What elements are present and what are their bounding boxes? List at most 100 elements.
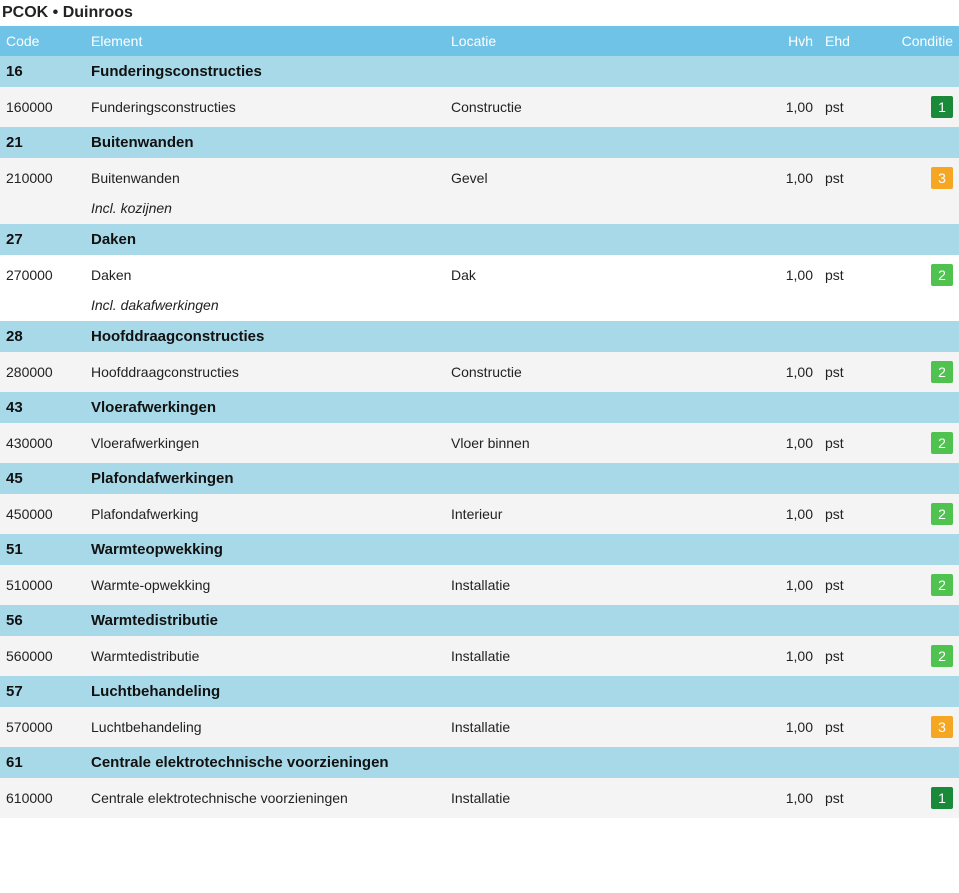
row-hvh: 1,00 (769, 707, 819, 747)
row-ehd: pst (819, 565, 869, 605)
row-conditie: 2 (869, 494, 959, 534)
row-ehd: pst (819, 87, 869, 127)
condition-badge: 2 (931, 361, 953, 383)
section-code: 45 (0, 463, 85, 494)
section-title: Plafondafwerkingen (85, 463, 959, 494)
table-row: 160000FunderingsconstructiesConstructie1… (0, 87, 959, 127)
col-header-hvh: Hvh (769, 26, 819, 56)
table-row: 270000DakenDak1,00pst2 (0, 255, 959, 295)
row-hvh: 1,00 (769, 565, 819, 605)
row-code: 450000 (0, 494, 85, 534)
row-locatie: Installatie (445, 636, 769, 676)
section-title: Vloerafwerkingen (85, 392, 959, 423)
row-code: 210000 (0, 158, 85, 198)
row-ehd: pst (819, 352, 869, 392)
col-header-ehd: Ehd (819, 26, 869, 56)
section-title: Daken (85, 224, 959, 255)
table-row: 210000BuitenwandenGevel1,00pst3 (0, 158, 959, 198)
note-spacer (0, 295, 85, 321)
row-code: 280000 (0, 352, 85, 392)
section-code: 51 (0, 534, 85, 565)
section-title: Funderingsconstructies (85, 56, 959, 87)
section-code: 16 (0, 56, 85, 87)
row-conditie: 1 (869, 778, 959, 818)
section-code: 27 (0, 224, 85, 255)
condition-badge: 2 (931, 645, 953, 667)
section-row: 61Centrale elektrotechnische voorziening… (0, 747, 959, 778)
row-code: 430000 (0, 423, 85, 463)
row-ehd: pst (819, 423, 869, 463)
row-hvh: 1,00 (769, 423, 819, 463)
condition-badge: 1 (931, 787, 953, 809)
row-locatie: Gevel (445, 158, 769, 198)
section-code: 28 (0, 321, 85, 352)
condition-badge: 3 (931, 167, 953, 189)
table-header-row: CodeElementLocatieHvhEhdConditie (0, 26, 959, 56)
col-header-locatie: Locatie (445, 26, 769, 56)
row-element: Warmte-opwekking (85, 565, 445, 605)
row-conditie: 3 (869, 158, 959, 198)
section-title: Warmtedistributie (85, 605, 959, 636)
section-row: 57Luchtbehandeling (0, 676, 959, 707)
row-element: Warmtedistributie (85, 636, 445, 676)
row-hvh: 1,00 (769, 636, 819, 676)
row-code: 270000 (0, 255, 85, 295)
condition-badge: 1 (931, 96, 953, 118)
row-note: Incl. dakafwerkingen (85, 295, 959, 321)
row-element: Centrale elektrotechnische voorzieningen (85, 778, 445, 818)
elements-table: CodeElementLocatieHvhEhdConditie16Funder… (0, 26, 959, 818)
condition-badge: 3 (931, 716, 953, 738)
section-title: Luchtbehandeling (85, 676, 959, 707)
condition-badge: 2 (931, 503, 953, 525)
section-row: 28Hoofddraagconstructies (0, 321, 959, 352)
row-hvh: 1,00 (769, 158, 819, 198)
row-element: Daken (85, 255, 445, 295)
table-row: 450000PlafondafwerkingInterieur1,00pst2 (0, 494, 959, 534)
section-title: Centrale elektrotechnische voorzieningen (85, 747, 959, 778)
table-row: 610000Centrale elektrotechnische voorzie… (0, 778, 959, 818)
row-element: Hoofddraagconstructies (85, 352, 445, 392)
row-ehd: pst (819, 494, 869, 534)
col-header-code: Code (0, 26, 85, 56)
row-ehd: pst (819, 636, 869, 676)
section-row: 45Plafondafwerkingen (0, 463, 959, 494)
table-row: 560000WarmtedistributieInstallatie1,00ps… (0, 636, 959, 676)
row-code: 160000 (0, 87, 85, 127)
row-conditie: 2 (869, 565, 959, 605)
section-row: 27Daken (0, 224, 959, 255)
section-row: 51Warmteopwekking (0, 534, 959, 565)
section-title: Buitenwanden (85, 127, 959, 158)
condition-badge: 2 (931, 574, 953, 596)
section-title: Hoofddraagconstructies (85, 321, 959, 352)
section-code: 56 (0, 605, 85, 636)
section-code: 21 (0, 127, 85, 158)
row-element: Plafondafwerking (85, 494, 445, 534)
row-conditie: 2 (869, 636, 959, 676)
row-conditie: 1 (869, 87, 959, 127)
section-row: 43Vloerafwerkingen (0, 392, 959, 423)
row-ehd: pst (819, 255, 869, 295)
row-code: 610000 (0, 778, 85, 818)
row-code: 560000 (0, 636, 85, 676)
row-hvh: 1,00 (769, 352, 819, 392)
row-conditie: 2 (869, 423, 959, 463)
note-spacer (0, 198, 85, 224)
section-title: Warmteopwekking (85, 534, 959, 565)
row-hvh: 1,00 (769, 778, 819, 818)
section-row: 16Funderingsconstructies (0, 56, 959, 87)
condition-badge: 2 (931, 432, 953, 454)
row-conditie: 3 (869, 707, 959, 747)
table-row: 430000VloerafwerkingenVloer binnen1,00ps… (0, 423, 959, 463)
row-ehd: pst (819, 707, 869, 747)
row-hvh: 1,00 (769, 87, 819, 127)
col-header-element: Element (85, 26, 445, 56)
table-row: 510000Warmte-opwekkingInstallatie1,00pst… (0, 565, 959, 605)
row-code: 510000 (0, 565, 85, 605)
row-locatie: Dak (445, 255, 769, 295)
note-row: Incl. kozijnen (0, 198, 959, 224)
section-code: 57 (0, 676, 85, 707)
row-locatie: Vloer binnen (445, 423, 769, 463)
row-locatie: Installatie (445, 778, 769, 818)
row-element: Luchtbehandeling (85, 707, 445, 747)
row-locatie: Constructie (445, 87, 769, 127)
